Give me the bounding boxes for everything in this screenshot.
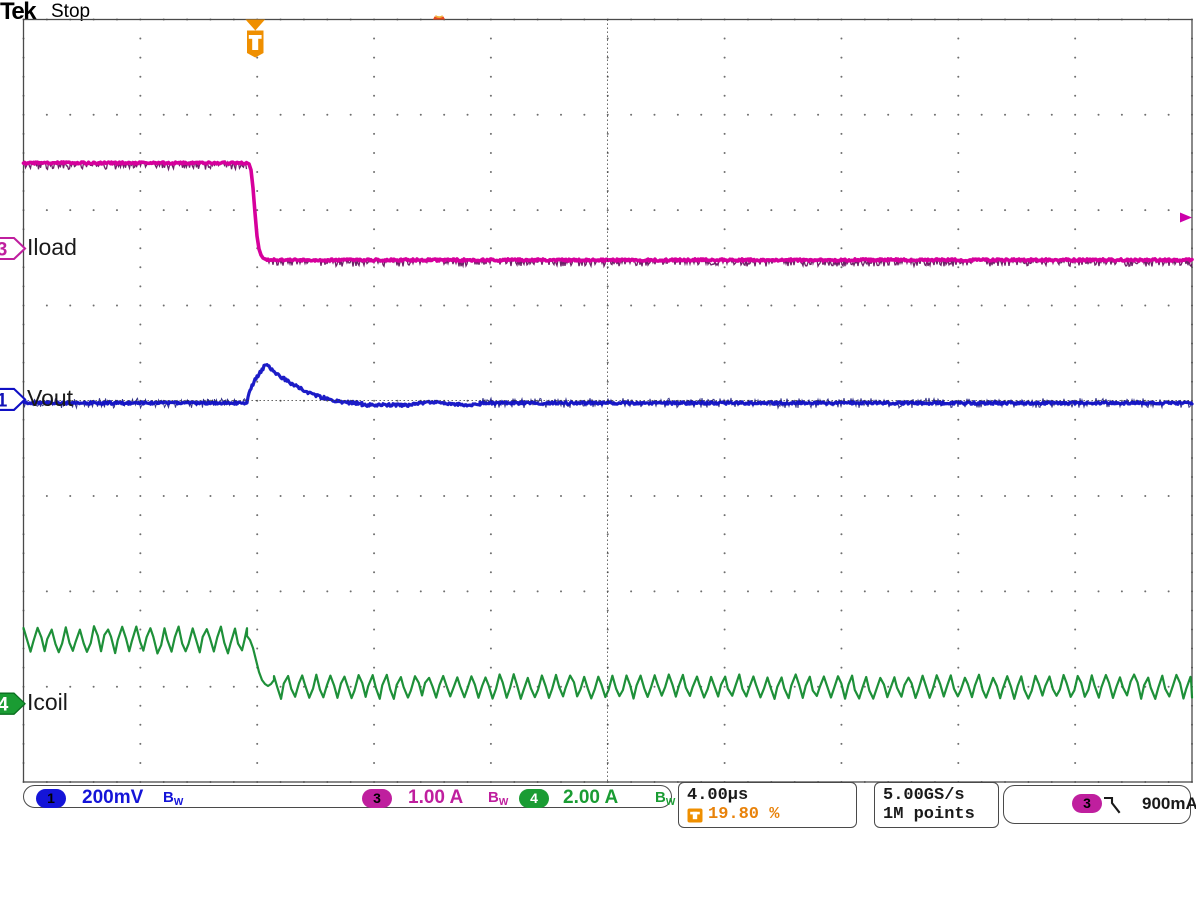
svg-text:1: 1 (0, 390, 8, 411)
svg-text:4: 4 (0, 695, 9, 716)
svg-text:3: 3 (0, 240, 7, 261)
svg-text:Icoil: Icoil (27, 689, 68, 715)
svg-text:Iload: Iload (27, 234, 77, 260)
svg-text:Vout: Vout (27, 385, 74, 411)
